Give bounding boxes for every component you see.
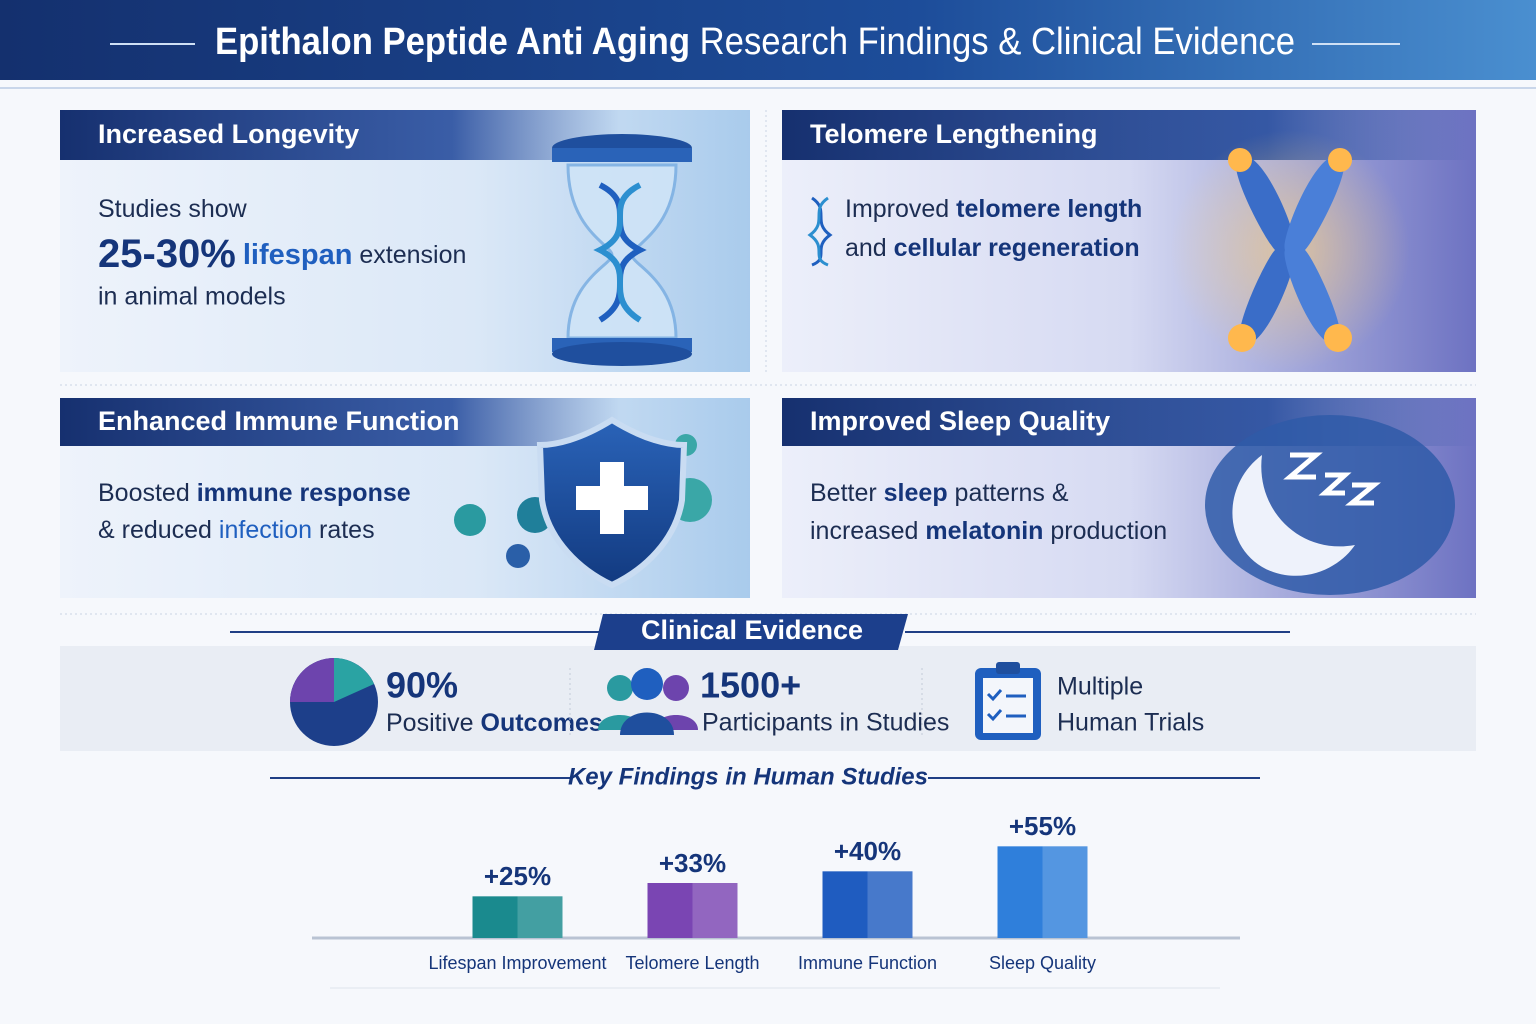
bar (822, 871, 913, 938)
text-segment: production (1050, 517, 1167, 545)
stat-caption: Participants in Studies (702, 709, 949, 737)
text-segment: & reduced (98, 516, 212, 544)
header-title-bold: Epithalon Peptide Anti Aging (215, 21, 690, 63)
clinical-banner (594, 614, 908, 650)
x-tick-label: Telomere Length (625, 953, 759, 973)
x-tick-label: Sleep Quality (989, 953, 1096, 973)
text-segment: patterns & (955, 479, 1069, 507)
stat-figure: 90% (386, 665, 458, 706)
bar (647, 883, 738, 938)
card-line: Improved telomere length (845, 195, 1142, 223)
value-label: +25% (484, 861, 551, 891)
value-label: +55% (1009, 811, 1076, 841)
checklist-icon (975, 662, 1041, 740)
card-line: and cellular regeneration (845, 234, 1140, 262)
hourglass-icon (552, 134, 692, 366)
text-segment: and (845, 234, 887, 262)
value-label: +33% (659, 848, 726, 878)
text-segment: Better (810, 479, 877, 507)
bar (997, 846, 1088, 938)
card-line: Studies show (98, 195, 248, 223)
highlight: infection (219, 516, 312, 544)
x-tick-label: Immune Function (798, 953, 937, 973)
card-title-bar (782, 110, 1476, 160)
highlight: sleep (884, 479, 948, 507)
card-line: increased melatonin production (810, 517, 1167, 545)
header-band (0, 0, 1536, 80)
shield-icon (454, 416, 712, 589)
value-label: +40% (834, 836, 901, 866)
card-title: Improved Sleep Quality (810, 406, 1110, 436)
text-segment: Positive (386, 709, 474, 737)
text-segment: Boosted (98, 479, 190, 507)
card-title: Increased Longevity (98, 119, 359, 149)
text-segment: Improved (845, 195, 949, 223)
bar-highlight (692, 883, 738, 938)
x-tick-label: Lifespan Improvement (428, 953, 606, 973)
card-title: Enhanced Immune Function (98, 406, 460, 436)
text-segment: increased (810, 517, 918, 545)
chart-title: Key Findings in Human Studies (568, 763, 928, 790)
card-title: Telomere Lengthening (810, 119, 1098, 149)
people-icon (598, 668, 698, 735)
bar (472, 896, 563, 938)
bar-highlight (517, 896, 563, 938)
clinical-title: Clinical Evidence (641, 615, 863, 645)
card-line: 25-30% lifespan extension (98, 232, 466, 276)
card-title-bar (60, 110, 620, 160)
stat-caption: Positive Outcomes (386, 709, 603, 737)
moon-icon (1205, 415, 1455, 595)
stat-figure: Multiple (1057, 673, 1143, 701)
highlight: melatonin (925, 517, 1043, 545)
highlight: immune response (197, 479, 411, 507)
text-segment: rates (319, 516, 375, 544)
highlight: lifespan (243, 239, 353, 271)
card-line: Boosted immune response (98, 479, 411, 507)
stat-figure: 1500+ (700, 665, 801, 706)
card-line: & reduced infection rates (98, 516, 375, 544)
header-title-rest: Research Findings & Clinical Evidence (700, 21, 1295, 63)
pie-icon (290, 658, 378, 746)
card-line: in animal models (98, 283, 286, 311)
dna-icon (807, 196, 833, 267)
chromosome-icon (1170, 130, 1410, 370)
highlight: cellular regeneration (894, 234, 1140, 262)
card-title-bar (60, 398, 620, 446)
header-title: Epithalon Peptide Anti Aging Research Fi… (215, 21, 1295, 63)
stat-caption: Human Trials (1057, 709, 1204, 737)
text-segment: extension (359, 241, 466, 269)
highlight: Outcomes (481, 709, 603, 737)
bar-highlight (1042, 846, 1088, 938)
bar-highlight (867, 871, 913, 938)
card-line: Better sleep patterns & (810, 479, 1069, 507)
text-segment: Studies show (98, 195, 248, 223)
highlight: 25-30% (98, 232, 236, 276)
highlight: telomere length (956, 195, 1142, 223)
